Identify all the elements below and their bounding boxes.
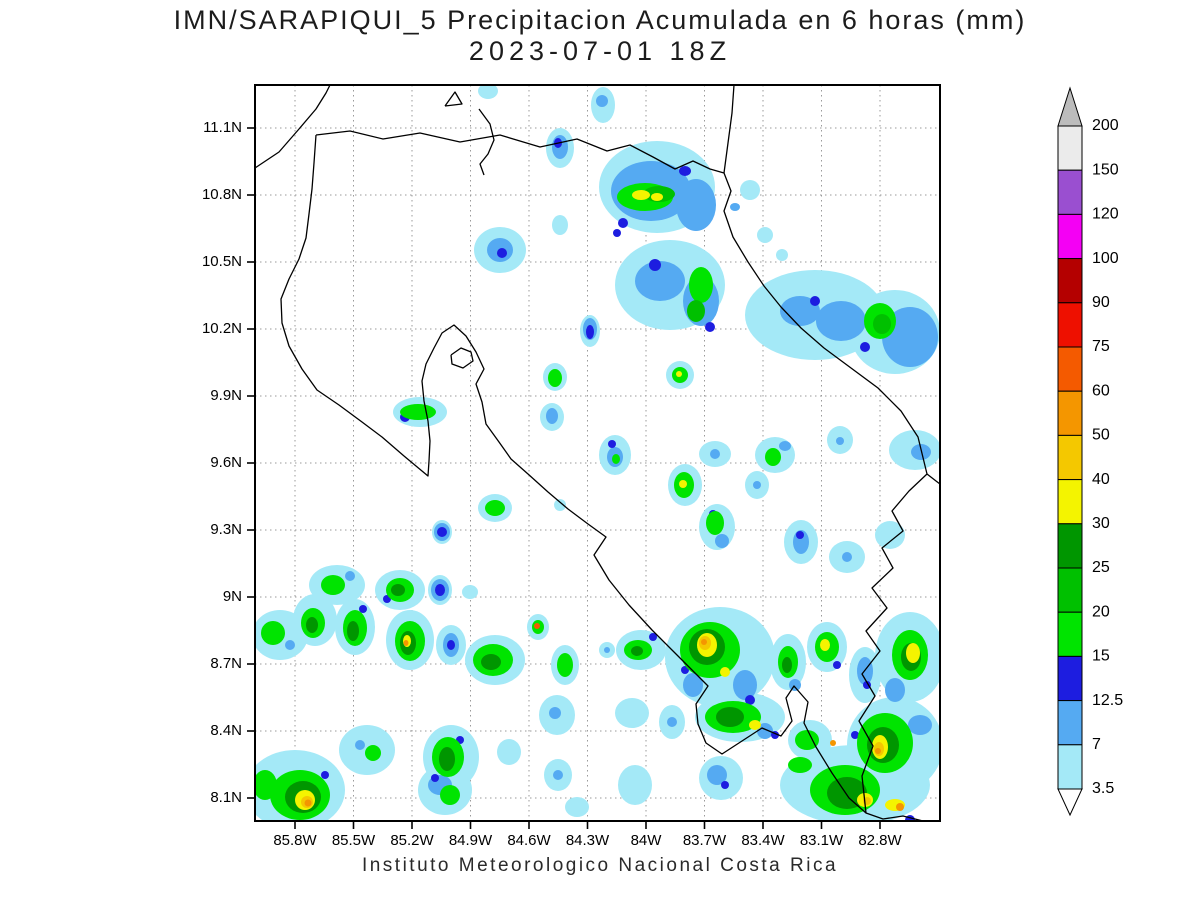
colorbar-segment bbox=[1057, 258, 1083, 304]
y-tick-label: 11.1N bbox=[203, 119, 242, 136]
colorbar-segment bbox=[1057, 125, 1083, 171]
y-tick-label: 10.8N bbox=[202, 186, 242, 203]
colorbar-segment bbox=[1057, 346, 1083, 392]
colorbar-level-label: 30 bbox=[1092, 515, 1110, 532]
colorbar-level-label: 60 bbox=[1092, 382, 1110, 399]
colorbar-segment bbox=[1057, 169, 1083, 215]
colorbar-level-label: 50 bbox=[1092, 427, 1110, 444]
colorbar-level-label: 75 bbox=[1092, 338, 1110, 355]
y-tick-label: 10.5N bbox=[202, 253, 242, 270]
colorbar-level-label: 15 bbox=[1092, 648, 1110, 665]
x-tick-label: 82.8W bbox=[858, 832, 902, 849]
institute-caption: Instituto Meteorologico Nacional Costa R… bbox=[361, 855, 839, 876]
axis-tick-labels: 85.8W 85.5W 85.2W 84.9W 84.6W 84.3W 84W 83.7W 83… bbox=[202, 119, 903, 849]
colorbar-segment bbox=[1057, 479, 1083, 525]
colorbar-level-label: 100 bbox=[1092, 250, 1119, 267]
colorbar-segment bbox=[1057, 213, 1083, 260]
colorbar-segment bbox=[1057, 567, 1083, 613]
x-tick-label: 83.4W bbox=[741, 832, 785, 849]
precipitation-blobs bbox=[255, 85, 940, 821]
colorbar-top-arrow bbox=[1057, 86, 1083, 127]
colorbar-level-label: 25 bbox=[1092, 559, 1110, 576]
y-tick-label: 9.9N bbox=[210, 387, 242, 404]
colorbar-level-label: 120 bbox=[1092, 206, 1119, 223]
colorbar-segment bbox=[1057, 390, 1083, 436]
y-tick-label: 8.4N bbox=[210, 722, 242, 739]
colorbar-segment bbox=[1057, 655, 1083, 702]
chart-subtitle: 2023-07-01 18Z bbox=[468, 36, 732, 66]
coastline-outlines bbox=[255, 85, 940, 821]
colorbar-level-label: 150 bbox=[1092, 161, 1119, 178]
colorbar-level-label: 7 bbox=[1092, 736, 1101, 753]
colorbar-level-label: 90 bbox=[1092, 294, 1110, 311]
plot-frame bbox=[254, 84, 941, 822]
y-tick-label: 9N bbox=[223, 588, 242, 605]
colorbar bbox=[1057, 86, 1083, 817]
x-tick-label: 85.5W bbox=[332, 832, 376, 849]
colorbar-segment bbox=[1057, 700, 1083, 746]
x-tick-label: 84W bbox=[631, 832, 663, 849]
colorbar-bottom-arrow bbox=[1057, 788, 1083, 817]
colorbar-segment bbox=[1057, 302, 1083, 348]
colorbar-level-label: 3.5 bbox=[1092, 780, 1114, 797]
colorbar-segment bbox=[1057, 744, 1083, 790]
y-tick-label: 8.1N bbox=[210, 789, 242, 806]
x-tick-label: 83.1W bbox=[800, 832, 844, 849]
colorbar-segment bbox=[1057, 611, 1083, 657]
y-tick-label: 9.6N bbox=[210, 454, 242, 471]
colorbar-labels: 200 150 120 100 90 75 60 50 40 30 25 20 15 12.5 7 3.5 bbox=[1092, 117, 1123, 797]
colorbar-segment bbox=[1057, 523, 1083, 569]
y-tick-label: 8.7N bbox=[210, 655, 242, 672]
colorbar-level-label: 12.5 bbox=[1092, 692, 1123, 709]
y-tick-label: 9.3N bbox=[210, 521, 242, 538]
x-tick-label: 84.6W bbox=[507, 832, 551, 849]
x-tick-label: 84.9W bbox=[449, 832, 493, 849]
x-tick-label: 83.7W bbox=[683, 832, 727, 849]
colorbar-level-label: 200 bbox=[1092, 117, 1119, 134]
colorbar-level-label: 20 bbox=[1092, 603, 1110, 620]
axis-ticks bbox=[247, 127, 881, 829]
x-tick-label: 84.3W bbox=[566, 832, 610, 849]
x-tick-label: 85.8W bbox=[273, 832, 317, 849]
chart-title: IMN/SARAPIQUI_5 Precipitacion Acumulada … bbox=[173, 5, 1027, 35]
colorbar-level-label: 40 bbox=[1092, 471, 1110, 488]
colorbar-segment bbox=[1057, 434, 1083, 481]
y-tick-label: 10.2N bbox=[202, 320, 242, 337]
x-tick-label: 85.2W bbox=[390, 832, 434, 849]
